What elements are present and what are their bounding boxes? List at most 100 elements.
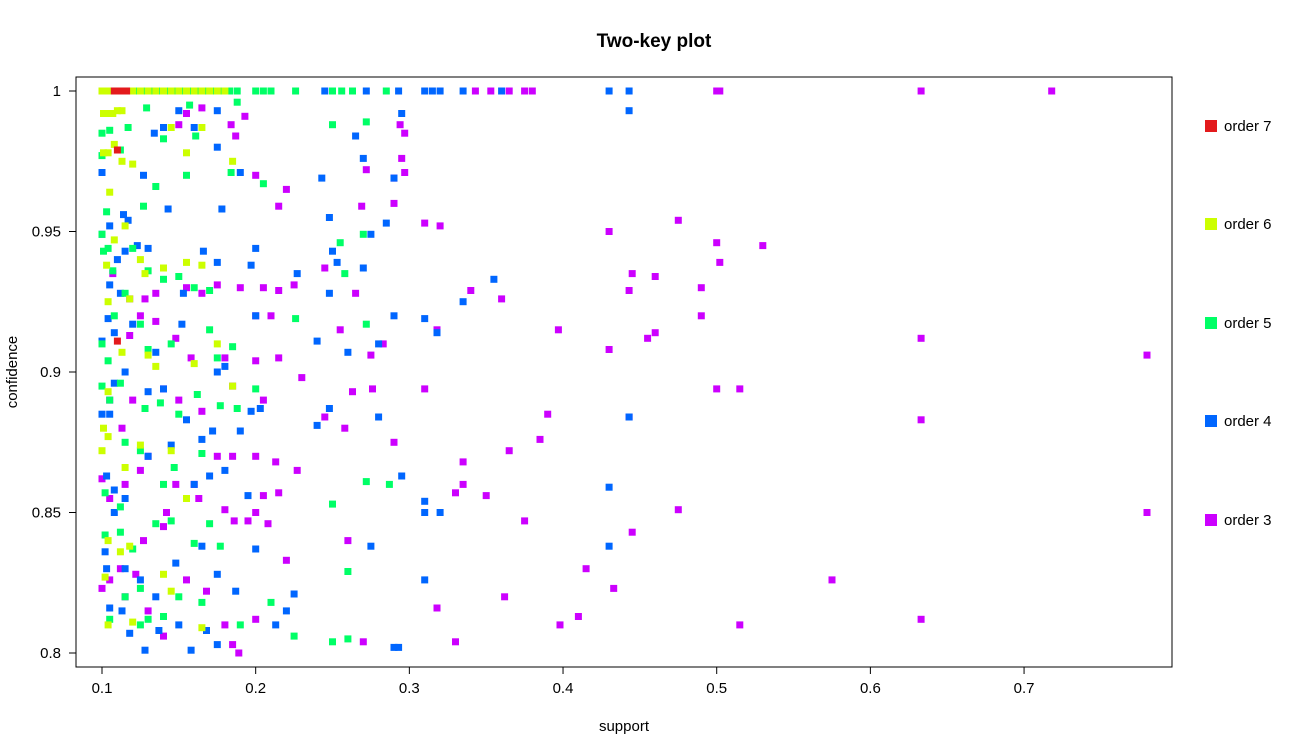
data-point — [190, 87, 198, 95]
data-point — [459, 480, 467, 488]
data-point — [610, 584, 618, 592]
data-point — [395, 87, 403, 95]
data-point — [759, 242, 767, 250]
data-point — [106, 396, 114, 404]
data-point — [129, 618, 137, 626]
data-point — [362, 320, 370, 328]
data-point — [625, 413, 633, 421]
data-point — [104, 149, 112, 157]
y-axis: 0.8 0.85 0.9 0.95 1 — [32, 83, 77, 662]
data-point — [336, 239, 344, 247]
data-point — [230, 517, 238, 525]
data-point — [183, 110, 190, 117]
data-point — [505, 447, 513, 455]
data-point — [136, 466, 144, 474]
data-point — [259, 87, 267, 95]
points-layer — [98, 87, 1151, 657]
data-point — [736, 385, 744, 393]
data-point — [116, 379, 124, 387]
data-point — [172, 334, 180, 342]
data-point — [144, 388, 152, 396]
data-point — [229, 452, 237, 460]
data-point — [536, 435, 544, 443]
data-point — [421, 497, 429, 505]
data-point — [167, 124, 175, 131]
data-point — [229, 157, 237, 165]
data-point — [175, 273, 183, 280]
data-point — [175, 621, 183, 629]
data-point — [605, 542, 613, 550]
data-point — [252, 509, 260, 516]
data-point — [436, 87, 444, 95]
data-point — [625, 287, 633, 294]
data-point — [100, 424, 107, 432]
data-point — [459, 458, 467, 466]
legend-swatch — [1205, 120, 1217, 132]
data-point — [313, 421, 321, 429]
data-point — [221, 466, 229, 474]
data-point — [172, 480, 180, 488]
data-point — [98, 475, 106, 483]
data-point — [167, 517, 175, 525]
data-point — [290, 590, 298, 598]
data-point — [104, 315, 112, 323]
data-point — [121, 289, 129, 297]
data-point — [98, 169, 106, 176]
data-point — [252, 171, 260, 179]
data-point — [198, 87, 206, 95]
data-point — [1048, 87, 1056, 95]
data-point — [110, 379, 118, 387]
data-point — [178, 320, 186, 328]
data-point — [98, 340, 106, 348]
legend-label: order 6 — [1224, 216, 1272, 233]
data-point — [716, 87, 724, 95]
data-point — [160, 570, 167, 578]
data-point — [104, 244, 112, 252]
data-point — [362, 118, 370, 126]
data-point — [375, 413, 383, 421]
data-point — [828, 576, 836, 584]
data-point — [209, 427, 217, 435]
data-point — [172, 559, 180, 567]
data-point — [275, 202, 283, 210]
data-point — [482, 492, 490, 500]
data-point — [198, 450, 206, 457]
data-point — [498, 295, 506, 303]
data-point — [152, 520, 160, 528]
data-point — [267, 87, 275, 95]
data-point — [917, 615, 925, 623]
data-point — [329, 247, 336, 255]
data-point — [736, 621, 744, 629]
data-point — [213, 87, 221, 95]
data-point — [244, 517, 252, 525]
data-point — [121, 464, 129, 471]
data-point — [98, 447, 106, 455]
data-point — [272, 621, 280, 629]
x-tick-label: 0.7 — [1014, 680, 1035, 697]
y-tick-label: 0.95 — [32, 224, 61, 241]
data-point — [582, 565, 590, 573]
data-point — [160, 124, 167, 131]
data-point — [344, 537, 352, 545]
x-tick-label: 0.2 — [245, 680, 266, 697]
data-point — [321, 87, 329, 95]
data-point — [136, 447, 144, 455]
x-tick-label: 0.5 — [706, 680, 727, 697]
data-point — [144, 452, 152, 460]
data-point — [362, 478, 370, 486]
data-point — [358, 202, 366, 210]
data-point — [213, 368, 221, 376]
data-point — [167, 587, 175, 595]
data-point — [126, 295, 134, 303]
data-point — [213, 340, 221, 348]
data-point — [106, 126, 114, 134]
data-point — [344, 568, 352, 575]
data-point — [198, 289, 206, 297]
data-point — [160, 632, 167, 640]
data-point — [116, 289, 124, 297]
data-point — [252, 244, 260, 252]
data-point — [333, 258, 341, 266]
data-point — [163, 509, 170, 516]
data-point — [183, 87, 190, 95]
data-point — [116, 528, 124, 536]
